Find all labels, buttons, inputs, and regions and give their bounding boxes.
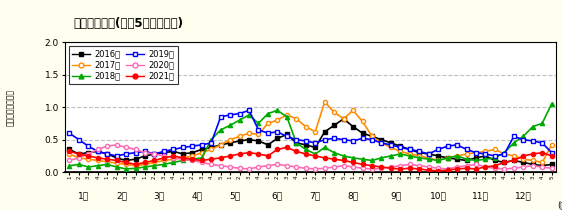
2016年	[66, 148, 72, 151]
2020年	[66, 159, 72, 162]
2019年	[246, 109, 252, 112]
Line: 2018年: 2018年	[67, 102, 554, 171]
Text: (週): (週)	[558, 201, 562, 210]
2021年	[331, 158, 338, 160]
2018年	[104, 163, 111, 166]
Text: 週別発生動向(過去5年との比較): 週別発生動向(過去5年との比較)	[73, 17, 183, 30]
2020年	[378, 167, 385, 169]
2017年	[378, 142, 385, 144]
2017年	[397, 150, 404, 153]
Line: 2017年: 2017年	[67, 100, 554, 168]
2020年	[255, 166, 262, 168]
2021年	[302, 153, 309, 155]
2021年	[283, 146, 290, 149]
Text: 定点当たり報告数: 定点当たり報告数	[6, 89, 15, 126]
2017年	[132, 164, 139, 167]
2016年	[369, 135, 375, 138]
2020年	[340, 164, 347, 167]
2017年	[66, 153, 72, 155]
2017年	[104, 160, 111, 163]
2019年	[66, 132, 72, 134]
2019年	[549, 151, 555, 154]
2018年	[388, 155, 395, 157]
Y-axis label: 定点当たり報告数: 定点当たり報告数	[0, 209, 1, 210]
2017年	[321, 101, 328, 103]
2018年	[66, 164, 72, 167]
Line: 2020年: 2020年	[67, 143, 554, 171]
2016年	[104, 153, 111, 155]
2021年	[435, 170, 442, 172]
2016年	[340, 118, 347, 120]
2021年	[388, 167, 395, 169]
2019年	[104, 153, 111, 155]
2016年	[539, 164, 546, 167]
2016年	[236, 140, 243, 142]
2019年	[378, 142, 385, 144]
2020年	[246, 168, 252, 170]
2018年	[549, 102, 555, 105]
2019年	[397, 146, 404, 149]
2020年	[549, 167, 555, 169]
2016年	[293, 142, 300, 144]
2020年	[104, 145, 111, 147]
2020年	[397, 164, 404, 167]
2019年	[255, 129, 262, 131]
2017年	[302, 125, 309, 128]
2021年	[369, 164, 375, 167]
Line: 2021年: 2021年	[67, 145, 554, 173]
2020年	[312, 168, 319, 170]
2017年	[340, 118, 347, 120]
2021年	[236, 153, 243, 155]
2018年	[123, 168, 129, 170]
2017年	[246, 132, 252, 134]
2017年	[549, 144, 555, 146]
2018年	[302, 148, 309, 151]
Line: 2019年: 2019年	[67, 108, 554, 158]
Legend: 2016年, 2017年, 2018年, 2019年, 2020年, 2021年: 2016年, 2017年, 2018年, 2019年, 2020年, 2021年	[69, 46, 178, 84]
2016年	[549, 163, 555, 166]
Line: 2016年: 2016年	[67, 117, 554, 168]
2018年	[369, 159, 375, 162]
2019年	[114, 155, 120, 157]
2021年	[104, 158, 111, 160]
2019年	[312, 142, 319, 144]
2021年	[549, 155, 555, 157]
2016年	[321, 131, 328, 133]
2018年	[246, 114, 252, 116]
2016年	[388, 142, 395, 144]
2018年	[520, 135, 527, 138]
2019年	[340, 138, 347, 141]
2020年	[114, 144, 120, 146]
2021年	[66, 150, 72, 153]
